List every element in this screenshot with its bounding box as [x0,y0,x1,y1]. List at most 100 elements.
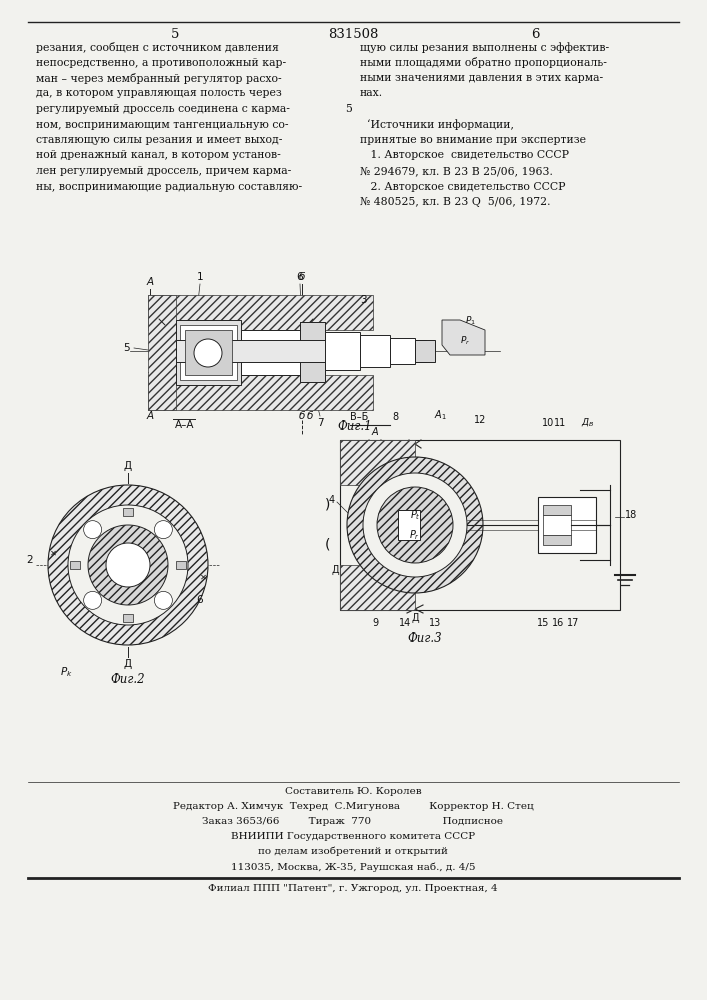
Text: 15: 15 [537,618,549,628]
Bar [148,295,176,410]
Text: Д: Д [124,461,132,471]
Text: 10: 10 [542,418,554,428]
Text: принятые во внимание при экспертизе: принятые во внимание при экспертизе [360,135,586,145]
Text: ман – через мембранный регулятор расхо-: ман – через мембранный регулятор расхо- [36,73,281,84]
Text: ном, воспринимающим тангенциальную со-: ном, воспринимающим тангенциальную со- [36,119,288,129]
Bar [123,614,133,622]
Text: 17: 17 [567,618,579,628]
Text: по делам изобретений и открытий: по делам изобретений и открытий [258,847,448,856]
Text: б: б [299,272,305,282]
Circle shape [48,485,208,645]
Text: ✕: ✕ [49,548,57,558]
Text: 1: 1 [197,272,204,282]
Text: да, в котором управляющая полость через: да, в котором управляющая полость через [36,89,282,99]
Bar [148,295,373,330]
Text: № 480525, кл. В 23 Q  5/06, 1972.: № 480525, кл. В 23 Q 5/06, 1972. [360,197,551,207]
Text: $P_t$: $P_t$ [409,508,421,522]
Text: Д: Д [331,565,339,575]
Text: лен регулируемый дроссель, причем карма-: лен регулируемый дроссель, причем карма- [36,166,291,176]
Circle shape [347,457,483,593]
Text: Д: Д [411,613,419,623]
Text: 5: 5 [171,28,179,41]
Text: резания, сообщен с источником давления: резания, сообщен с источником давления [36,42,279,53]
Bar [300,322,325,382]
Text: $P_1$: $P_1$ [464,314,476,327]
Text: B–Б: B–Б [350,412,368,422]
Text: (: ( [325,538,331,552]
Text: $A_1$: $A_1$ [433,408,446,422]
Bar [360,335,390,367]
Circle shape [83,591,102,609]
Bar [543,535,571,545]
Text: 2: 2 [26,555,33,565]
Bar [300,322,325,382]
Circle shape [88,525,168,605]
Text: ): ) [325,498,331,512]
Bar [180,325,237,380]
Circle shape [194,339,222,367]
Text: $Д_B$: $Д_B$ [581,416,595,428]
Text: A: A [146,277,153,287]
Text: ‘Источники информации,: ‘Источники информации, [360,119,514,130]
Text: 2. Авторское свидетельство СССР: 2. Авторское свидетельство СССР [360,182,566,192]
Text: ны, воспринимающие радиальную составляю-: ны, воспринимающие радиальную составляю- [36,182,302,192]
Text: Редактор А. Химчук  Техред  С.Мигунова         Корректор Н. Стец: Редактор А. Химчук Техред С.Мигунова Кор… [173,802,533,811]
Text: ставляющую силы резания и имеет выход-: ставляющую силы резания и имеет выход- [36,135,282,145]
Text: A–A: A–A [175,420,194,430]
Bar [543,515,571,535]
Bar [398,510,420,540]
Text: 7: 7 [317,418,323,428]
Bar [538,497,596,553]
Text: б: б [307,411,313,421]
Text: 3: 3 [360,295,367,305]
Bar [340,440,620,610]
Text: 14: 14 [399,618,411,628]
Text: A: A [372,427,378,437]
Bar [325,332,360,370]
Text: 5: 5 [124,343,130,353]
Bar [241,330,301,375]
Bar [123,508,133,516]
Text: 11: 11 [554,418,566,428]
Text: 113035, Москва, Ж-35, Раушская наб., д. 4/5: 113035, Москва, Ж-35, Раушская наб., д. … [230,862,475,871]
Text: Заказ 3653/66         Тираж  770                      Подписное: Заказ 3653/66 Тираж 770 Подписное [202,817,503,826]
Bar [340,565,415,610]
Text: ной дренажный канал, в котором установ-: ной дренажный канал, в котором установ- [36,150,281,160]
Text: б: б [299,411,305,421]
Text: ными значениями давления в этих карма-: ными значениями давления в этих карма- [360,73,603,83]
Polygon shape [442,320,485,355]
Bar [340,440,415,485]
Text: ными площадями обратно пропорциональ-: ными площадями обратно пропорциональ- [360,57,607,68]
Text: $P_r$: $P_r$ [460,335,470,347]
Text: $P_r$: $P_r$ [409,528,421,542]
Bar [415,340,435,362]
Text: Фиг.3: Фиг.3 [408,632,443,645]
Circle shape [363,473,467,577]
Circle shape [154,591,173,609]
Text: 831508: 831508 [328,28,378,41]
Circle shape [83,521,102,539]
Text: 1. Авторское  свидетельство СССР: 1. Авторское свидетельство СССР [360,150,569,160]
Text: 12: 12 [474,415,486,425]
Bar [176,561,186,569]
Bar [176,320,241,385]
Text: 8: 8 [392,412,398,422]
Text: 18: 18 [625,510,637,520]
Text: Составитель Ю. Королев: Составитель Ю. Королев [285,787,421,796]
Bar [185,330,232,375]
Text: 6: 6 [196,595,203,605]
Text: Д: Д [124,659,132,669]
Bar [176,340,426,362]
Text: Фиг.2: Фиг.2 [111,673,146,686]
Text: непосредственно, а противоположный кар-: непосредственно, а противоположный кар- [36,57,286,68]
Text: 6: 6 [531,28,539,41]
Circle shape [154,521,173,539]
Text: ✕: ✕ [199,572,206,582]
Text: Филиал ППП "Патент", г. Ужгород, ул. Проектная, 4: Филиал ППП "Патент", г. Ужгород, ул. Про… [208,884,498,893]
Bar [70,561,80,569]
Text: нах.: нах. [360,89,383,99]
Text: регулируемый дроссель соединена с карма-: регулируемый дроссель соединена с карма- [36,104,290,114]
Text: № 294679, кл. В 23 В 25/06, 1963.: № 294679, кл. В 23 В 25/06, 1963. [360,166,553,176]
Bar [390,338,415,364]
Text: 6: 6 [297,272,303,282]
